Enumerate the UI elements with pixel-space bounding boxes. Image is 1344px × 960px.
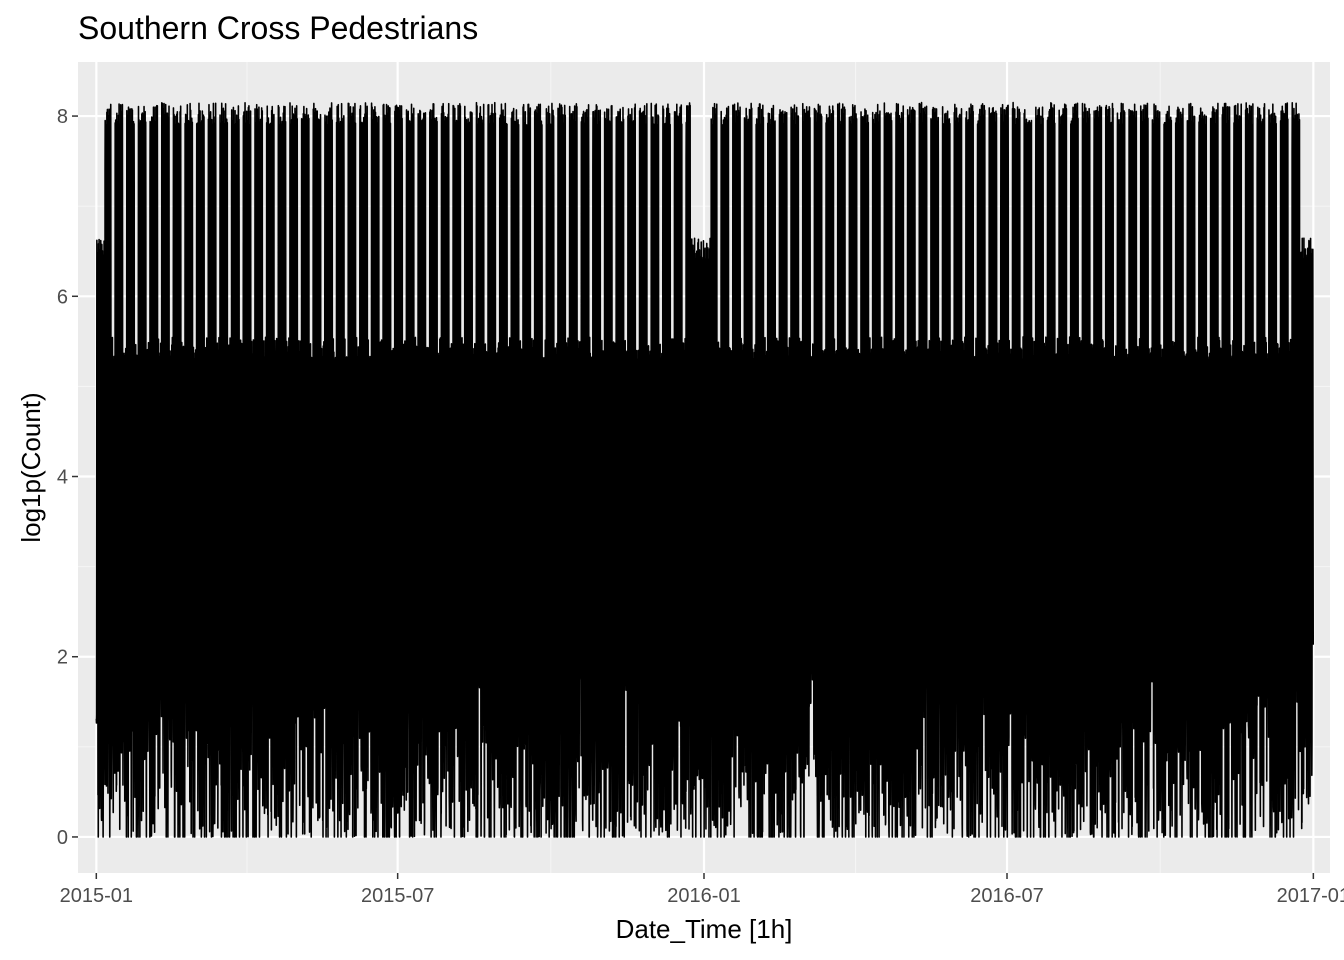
y-tick-label: 8 xyxy=(57,106,68,128)
series-line xyxy=(95,101,1315,838)
series-layer xyxy=(95,101,1315,838)
y-tick-label: 2 xyxy=(57,647,68,669)
y-tick-label: 4 xyxy=(57,467,68,489)
x-axis-title: Date_Time [1h] xyxy=(616,914,793,944)
y-tick-label: 6 xyxy=(57,286,68,308)
x-tick-label: 2016-07 xyxy=(970,885,1043,907)
y-tick-label: 0 xyxy=(57,827,68,849)
y-axis-title: log1p(Count) xyxy=(16,392,46,542)
x-tick-label: 2016-01 xyxy=(667,885,740,907)
tick-labels: 0 2 4 6 8 2015-01 2015-07 2016-01 2016-07 2017-01 xyxy=(57,106,1344,907)
chart-title: Southern Cross Pedestrians xyxy=(78,10,479,46)
axis-ticks xyxy=(72,115,1315,879)
x-tick-label: 2017-01 xyxy=(1277,885,1344,907)
x-tick-label: 2015-07 xyxy=(361,885,434,907)
x-tick-label: 2015-01 xyxy=(60,885,133,907)
